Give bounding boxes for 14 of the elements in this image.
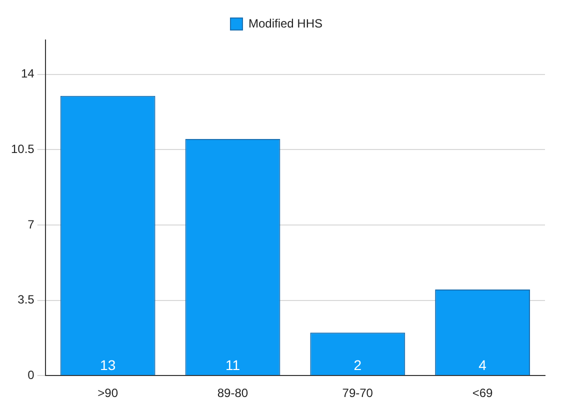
- y-tick-label: 7: [28, 217, 35, 232]
- x-tick-label: 89-80: [217, 386, 248, 400]
- x-tick-label: >90: [98, 386, 118, 400]
- data-label: 11: [225, 356, 240, 373]
- y-tick-label: 0: [28, 368, 35, 382]
- x-tick-label: 79-70: [342, 386, 374, 400]
- x-tick-label: <69: [472, 386, 494, 400]
- y-tick-label: 3.5: [18, 292, 35, 307]
- legend-label: Modified HHS: [248, 16, 323, 30]
- data-label: 13: [100, 356, 116, 373]
- data-label: 4: [478, 356, 487, 373]
- y-tick-label: 10.5: [10, 142, 35, 156]
- y-tick-label: 14: [20, 66, 35, 81]
- data-label: 2: [354, 356, 362, 373]
